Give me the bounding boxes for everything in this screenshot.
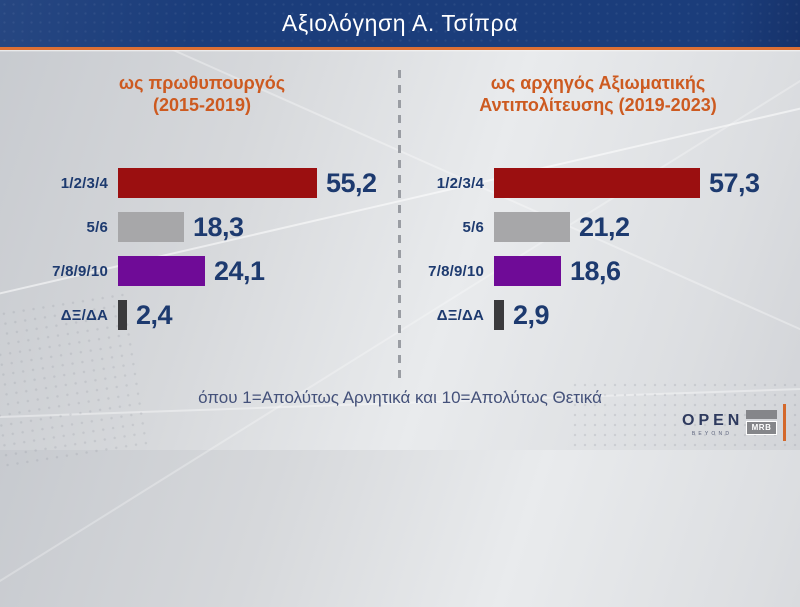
mrb-logo: MRB — [746, 410, 777, 435]
bar-row: 1/2/3/4 55,2 — [18, 168, 386, 198]
bar-row: 7/8/9/10 24,1 — [18, 256, 386, 286]
chart-panel-pm: ως πρωθυπουργός (2015-2019) 1/2/3/4 55,2 5… — [18, 72, 386, 344]
category-label: ΔΞ/ΔΑ — [60, 306, 108, 324]
bar-rows: 1/2/3/4 57,3 5/6 21,2 7/8/9/10 18,6 ΔΞ/ΔΑ 2,9 — [410, 168, 786, 330]
open-logo-subtext: BEYOND — [691, 431, 733, 437]
category-label: ΔΞ/ΔΑ — [436, 306, 484, 324]
chart-title-line: (2015-2019) — [152, 95, 252, 115]
value-bar — [494, 300, 504, 330]
value-bar — [118, 256, 205, 286]
chart-title-pm: ως πρωθυπουργός (2015-2019) — [18, 72, 386, 116]
value-label: 2,9 — [513, 299, 550, 330]
category-label: 7/8/9/10 — [428, 262, 484, 280]
bar-row: ΔΞ/ΔΑ 2,9 — [410, 300, 786, 330]
category-label: 5/6 — [462, 218, 484, 236]
chart-title-line: ως πρωθυπουργός — [118, 73, 286, 93]
open-logo-text: OPEN — [682, 412, 744, 429]
value-label: 21,2 — [579, 211, 630, 242]
title-underline — [0, 47, 800, 52]
bar-row: 1/2/3/4 57,3 — [410, 168, 786, 198]
value-bar — [118, 300, 127, 330]
value-label: 18,6 — [570, 255, 621, 286]
value-bar — [494, 256, 561, 286]
value-label: 55,2 — [326, 167, 377, 198]
mrb-logo-bar — [746, 410, 777, 419]
title-bar: Αξιολόγηση Α. Τσίπρα — [0, 0, 800, 47]
value-label: 18,3 — [193, 211, 244, 242]
value-label: 24,1 — [214, 255, 265, 286]
category-label: 1/2/3/4 — [60, 174, 108, 192]
chart-panel-opposition: ως αρχηγός Αξιωματικής Αντιπολίτευσης (2… — [410, 72, 786, 344]
open-channel-logo: OPEN BEYOND — [682, 412, 744, 438]
value-label: 2,4 — [136, 299, 173, 330]
category-label: 5/6 — [86, 218, 108, 236]
chart-title-line: ως αρχηγός Αξιωματικής — [490, 73, 706, 93]
value-bar — [494, 212, 570, 242]
panel-divider — [398, 70, 401, 378]
category-label: 7/8/9/10 — [52, 262, 108, 280]
bar-row: 5/6 18,3 — [18, 212, 386, 242]
page-title: Αξιολόγηση Α. Τσίπρα — [281, 10, 519, 36]
value-label: 57,3 — [709, 167, 760, 198]
bar-row: 5/6 21,2 — [410, 212, 786, 242]
bar-row: ΔΞ/ΔΑ 2,4 — [18, 300, 386, 330]
bar-row: 7/8/9/10 18,6 — [410, 256, 786, 286]
orange-divider-tick — [783, 404, 786, 441]
mrb-logo-text: MRB — [746, 421, 777, 435]
value-bar — [118, 212, 184, 242]
scale-footnote: όπου 1=Απολύτως Αρνητικά και 10=Απολύτως… — [198, 388, 602, 407]
chart-title-opposition: ως αρχηγός Αξιωματικής Αντιπολίτευσης (2… — [410, 72, 786, 116]
category-label: 1/2/3/4 — [436, 174, 484, 192]
value-bar — [494, 168, 700, 198]
value-bar — [118, 168, 317, 198]
bar-rows: 1/2/3/4 55,2 5/6 18,3 7/8/9/10 24,1 ΔΞ/ΔΑ 2,4 — [18, 168, 386, 330]
chart-title-line: Αντιπολίτευσης (2019-2023) — [479, 95, 717, 115]
